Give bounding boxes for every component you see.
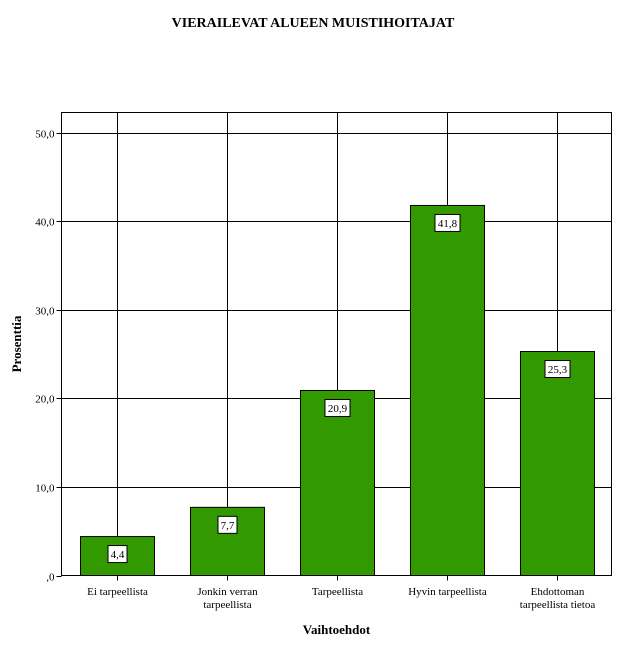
data-label: 41,8 [438, 218, 458, 230]
bar [520, 351, 595, 576]
x-tick-label: Ei tarpeellista [87, 586, 148, 598]
bar-layer [80, 204, 595, 577]
y-tick-label: ,0 [46, 572, 55, 584]
y-tick-label: 30,0 [35, 306, 55, 318]
axis-layer: ,0 10,0 20,0 30,0 40,0 50,0 Ei tarpeellista Jon… [35, 129, 595, 612]
data-label: 4,4 [111, 549, 125, 561]
data-label-box [544, 360, 571, 379]
label-layer: 4,4 7,7 20,9 41,8 25,3 [107, 213, 571, 564]
data-label: 25,3 [548, 364, 568, 376]
x-tick-label: Tarpeellista [312, 586, 363, 598]
y-tick-label: 10,0 [35, 483, 55, 495]
data-label: 20,9 [328, 403, 348, 415]
bar [300, 389, 375, 576]
y-tick-label: 20,0 [35, 394, 55, 406]
x-tick-label: tarpeellista tietoa [520, 599, 596, 611]
bar [410, 204, 485, 577]
x-tick-label: Jonkin verran [197, 586, 258, 598]
data-label-box [217, 515, 238, 534]
data-label-box [324, 398, 351, 417]
x-axis-title: Vaihtoehdot [303, 622, 371, 637]
x-tick-label: Ehdottoman [531, 586, 585, 598]
data-label: 7,7 [221, 520, 235, 532]
y-tick-label: 50,0 [35, 129, 55, 141]
x-tick-label: tarpeellista [203, 599, 251, 611]
data-label-box [434, 213, 461, 232]
y-axis-title: Prosenttia [9, 315, 24, 372]
x-tick-label: Hyvin tarpeellista [408, 586, 487, 598]
chart-title: VIERAILEVAT ALUEEN MUISTIHOITAJAT [171, 16, 455, 31]
y-tick-label: 40,0 [35, 217, 55, 229]
plot-frame [61, 112, 612, 576]
data-label-box [107, 545, 128, 564]
